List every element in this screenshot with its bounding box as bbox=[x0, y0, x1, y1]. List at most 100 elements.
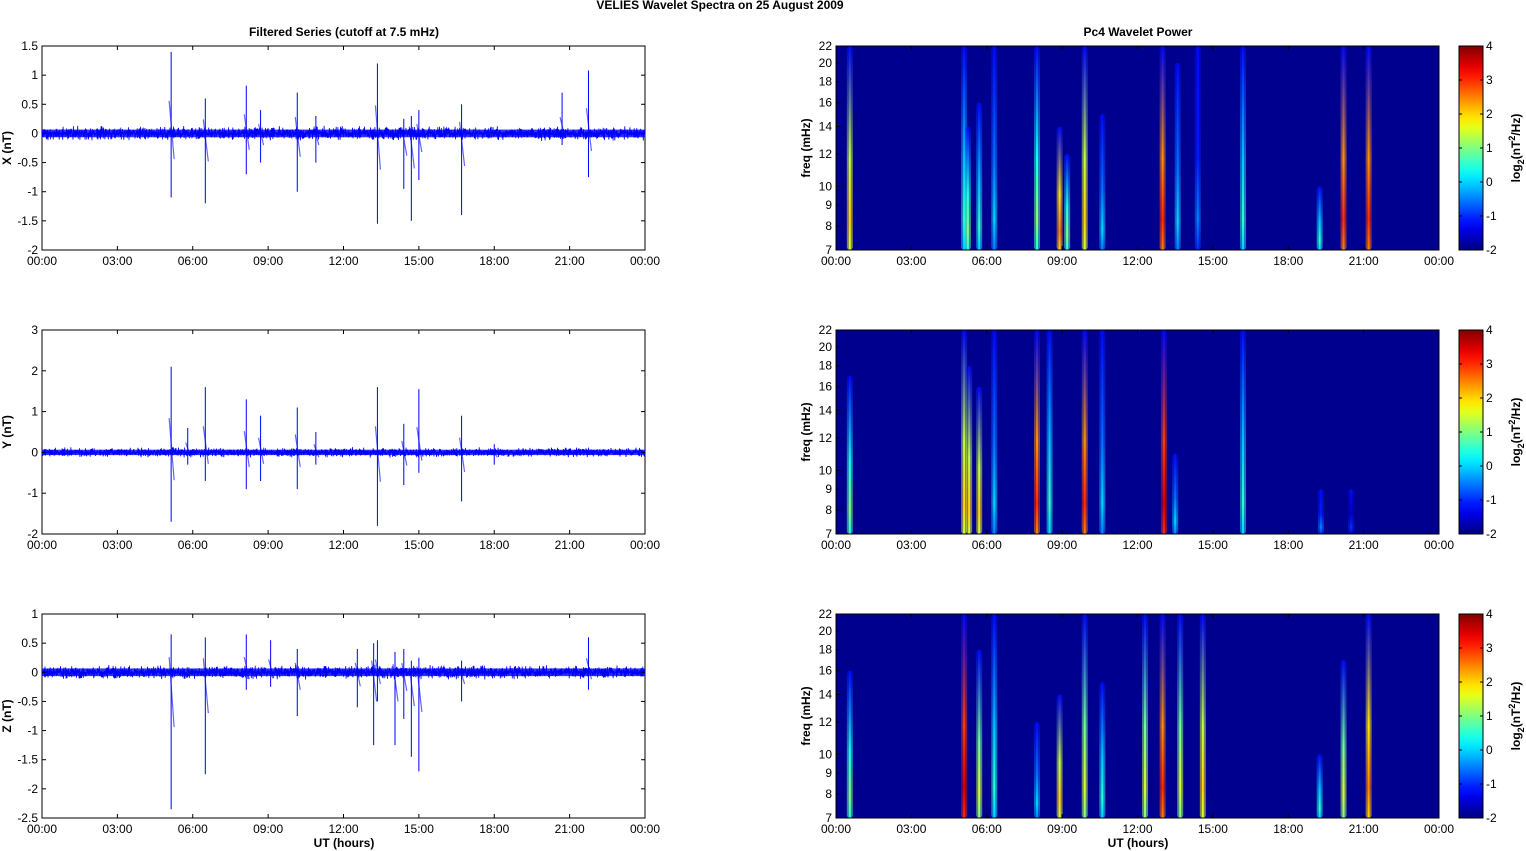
x-tick-label: 12:00 bbox=[328, 822, 358, 836]
x-tick-label: 00:00 bbox=[630, 254, 660, 268]
y-tick-label: 10 bbox=[819, 179, 833, 193]
y-axis-label: freq (mHz) bbox=[799, 686, 813, 745]
series-burst bbox=[243, 656, 250, 680]
x-tick-label: 03:00 bbox=[896, 822, 926, 836]
power-streak bbox=[1083, 46, 1086, 250]
series-burst bbox=[374, 659, 382, 685]
series-band bbox=[42, 668, 645, 677]
series-burst bbox=[401, 662, 408, 692]
series-burst bbox=[459, 667, 466, 685]
colorbar-label: log2(nT2/Hz) bbox=[1507, 682, 1526, 751]
colorbar-label: log2(nT2/Hz) bbox=[1507, 398, 1526, 467]
power-streak bbox=[1036, 721, 1038, 818]
y-tick-label: 12 bbox=[819, 715, 833, 729]
x-tick-label: 00:00 bbox=[27, 538, 57, 552]
x-tick-label: 06:00 bbox=[972, 538, 1002, 552]
power-streak bbox=[1101, 114, 1104, 250]
power-streak bbox=[1048, 330, 1051, 534]
power-streak bbox=[848, 670, 851, 818]
y-tick-label: -0.5 bbox=[17, 156, 38, 170]
series-burst bbox=[202, 658, 209, 714]
y-axis-label: freq (mHz) bbox=[799, 402, 813, 461]
y-tick-label: 20 bbox=[819, 340, 833, 354]
x-tick-label: 06:00 bbox=[972, 254, 1002, 268]
spectrogram-events bbox=[846, 614, 1372, 818]
x-tick-label: 00:00 bbox=[1424, 254, 1454, 268]
y-tick-label: 14 bbox=[819, 120, 833, 134]
y-tick-label: 7 bbox=[825, 243, 832, 257]
series-burst bbox=[243, 114, 250, 150]
x-tick-label: 15:00 bbox=[1198, 254, 1228, 268]
power-streak bbox=[1342, 46, 1345, 250]
figure-title: VELIES Wavelet Spectra on 25 August 2009 bbox=[596, 0, 844, 12]
power-streak bbox=[966, 126, 969, 250]
x-axis-label-right: UT (hours) bbox=[1108, 836, 1169, 850]
y-axis-label: Z (nT) bbox=[0, 699, 14, 732]
colorbar-tick-label: 3 bbox=[1486, 73, 1493, 87]
y-tick-label: 12 bbox=[819, 147, 833, 161]
x-tick-label: 09:00 bbox=[1047, 822, 1077, 836]
x-tick-label: 03:00 bbox=[896, 254, 926, 268]
power-streak bbox=[1367, 614, 1370, 818]
series-burst bbox=[185, 442, 192, 458]
series-burst bbox=[243, 431, 250, 468]
series-burst bbox=[401, 127, 408, 156]
left-column-title: Filtered Series (cutoff at 7.5 mHz) bbox=[249, 25, 439, 39]
y-tick-label: 16 bbox=[819, 380, 833, 394]
series-burst bbox=[585, 658, 593, 680]
x-tick-label: 03:00 bbox=[102, 822, 132, 836]
series-burst bbox=[268, 659, 275, 679]
series-burst bbox=[458, 437, 466, 473]
y-tick-label: 14 bbox=[819, 688, 833, 702]
colorbar-tick-label: -1 bbox=[1486, 777, 1497, 791]
colorbar-tick-label: -1 bbox=[1486, 493, 1497, 507]
x-tick-label: 00:00 bbox=[27, 822, 57, 836]
power-streak bbox=[1036, 330, 1038, 534]
y-tick-label: 18 bbox=[819, 643, 833, 657]
series-burst bbox=[168, 657, 175, 728]
series-burst bbox=[416, 123, 423, 153]
y-tick-label: 0 bbox=[31, 445, 38, 459]
x-tick-label: 06:00 bbox=[972, 822, 1002, 836]
power-streak bbox=[1144, 614, 1147, 818]
series-burst bbox=[313, 126, 320, 146]
series-burst bbox=[294, 117, 301, 157]
power-streak bbox=[1058, 694, 1061, 818]
y-tick-label: 9 bbox=[825, 482, 832, 496]
power-streak bbox=[1318, 754, 1321, 818]
series-band bbox=[42, 449, 645, 456]
series-burst bbox=[202, 119, 209, 162]
y-tick-label: 1 bbox=[31, 405, 38, 419]
power-streak bbox=[1083, 330, 1086, 534]
colorbar-tick-label: 3 bbox=[1486, 641, 1493, 655]
y-tick-label: 1.5 bbox=[21, 39, 38, 53]
x-tick-label: 12:00 bbox=[1122, 254, 1152, 268]
y-tick-label: 10 bbox=[819, 463, 833, 477]
x-tick-label: 15:00 bbox=[404, 538, 434, 552]
y-tick-label: 14 bbox=[819, 404, 833, 418]
colorbar-tick-label: 4 bbox=[1486, 39, 1493, 53]
x-tick-label: 00:00 bbox=[27, 254, 57, 268]
x-tick-label: 21:00 bbox=[555, 254, 585, 268]
series-burst bbox=[258, 123, 265, 146]
y-tick-label: 7 bbox=[825, 811, 832, 825]
power-streak bbox=[1083, 614, 1086, 818]
y-tick-label: 10 bbox=[819, 747, 833, 761]
colorbar-tick-label: 2 bbox=[1486, 391, 1493, 405]
colorbar-tick-label: -1 bbox=[1486, 209, 1497, 223]
y-tick-label: -0.5 bbox=[17, 694, 38, 708]
y-tick-label: -1.5 bbox=[17, 753, 38, 767]
colorbar-tick-label: -2 bbox=[1486, 811, 1497, 825]
y-tick-label: 0.5 bbox=[21, 636, 38, 650]
y-tick-label: 0 bbox=[31, 126, 38, 140]
x-tick-label: 00:00 bbox=[821, 538, 851, 552]
colorbar bbox=[1458, 329, 1484, 535]
x-tick-label: 12:00 bbox=[328, 538, 358, 552]
y-tick-label: 20 bbox=[819, 624, 833, 638]
power-streak bbox=[963, 330, 966, 534]
x-tick-label: 12:00 bbox=[1122, 822, 1152, 836]
y-tick-label: 0 bbox=[31, 665, 38, 679]
